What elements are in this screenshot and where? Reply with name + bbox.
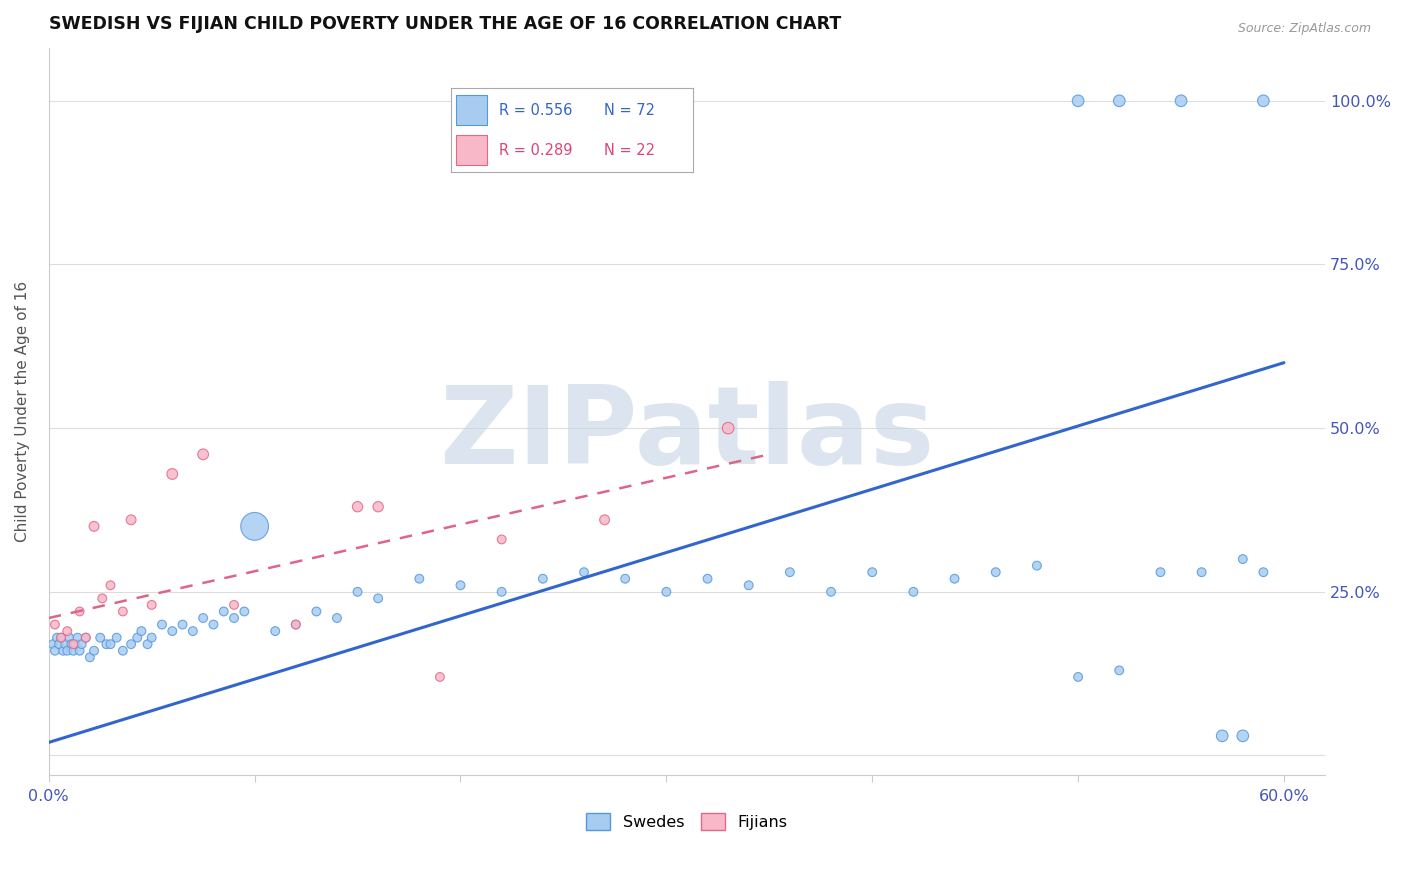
Point <box>105 631 128 645</box>
Point <box>111 644 134 658</box>
Point <box>1170 94 1192 108</box>
Point <box>79 650 101 665</box>
Point <box>136 637 159 651</box>
Legend: Swedes, Fijians: Swedes, Fijians <box>581 807 794 836</box>
Point <box>83 644 105 658</box>
Point <box>42 637 65 651</box>
Point <box>696 572 718 586</box>
Point <box>66 631 89 645</box>
Point <box>593 513 616 527</box>
Point <box>141 598 163 612</box>
Point <box>531 572 554 586</box>
Point <box>52 644 75 658</box>
Point <box>48 637 70 651</box>
Point <box>943 572 966 586</box>
Point <box>1253 565 1275 579</box>
Point <box>191 447 214 461</box>
Point <box>62 637 84 651</box>
Point <box>100 578 122 592</box>
Point <box>408 572 430 586</box>
Point <box>62 644 84 658</box>
Point <box>212 605 235 619</box>
Point <box>172 617 194 632</box>
Point <box>202 617 225 632</box>
Point <box>49 631 72 645</box>
Point <box>53 637 76 651</box>
Point <box>1025 558 1047 573</box>
Point <box>222 598 245 612</box>
Point <box>111 605 134 619</box>
Point <box>284 617 307 632</box>
Point <box>860 565 883 579</box>
Point <box>264 624 287 639</box>
Point <box>491 533 513 547</box>
Point <box>100 637 122 651</box>
Point <box>903 584 925 599</box>
Point <box>717 421 740 435</box>
Point <box>89 631 111 645</box>
Point <box>56 624 79 639</box>
Point <box>69 605 91 619</box>
Point <box>738 578 761 592</box>
Text: Source: ZipAtlas.com: Source: ZipAtlas.com <box>1237 22 1371 36</box>
Text: ZIPatlas: ZIPatlas <box>439 381 935 487</box>
Point <box>150 617 173 632</box>
Point <box>1253 94 1275 108</box>
Point <box>655 584 678 599</box>
Point <box>49 631 72 645</box>
Point <box>162 467 184 481</box>
Point <box>305 605 328 619</box>
Point <box>346 500 368 514</box>
Point <box>1191 565 1213 579</box>
Point <box>233 605 256 619</box>
Point <box>1108 664 1130 678</box>
Point <box>70 637 93 651</box>
Point <box>58 631 80 645</box>
Point <box>222 611 245 625</box>
Point <box>60 637 83 651</box>
Point <box>69 644 91 658</box>
Point <box>1211 729 1233 743</box>
Text: SWEDISH VS FIJIAN CHILD POVERTY UNDER THE AGE OF 16 CORRELATION CHART: SWEDISH VS FIJIAN CHILD POVERTY UNDER TH… <box>49 15 841 33</box>
Point <box>243 519 266 533</box>
Point <box>367 591 389 606</box>
Point <box>162 624 184 639</box>
Point <box>326 611 349 625</box>
Point <box>284 617 307 632</box>
Point <box>346 584 368 599</box>
Point <box>65 637 87 651</box>
Point <box>1108 94 1130 108</box>
Point <box>120 637 142 651</box>
Point <box>181 624 204 639</box>
Point <box>191 611 214 625</box>
Point <box>450 578 472 592</box>
Point <box>141 631 163 645</box>
Point <box>131 624 153 639</box>
Point <box>75 631 97 645</box>
Y-axis label: Child Poverty Under the Age of 16: Child Poverty Under the Age of 16 <box>15 281 30 542</box>
Point <box>56 644 79 658</box>
Point <box>127 631 149 645</box>
Point <box>984 565 1007 579</box>
Point <box>1149 565 1171 579</box>
Point <box>91 591 114 606</box>
Point <box>46 631 69 645</box>
Point <box>1067 670 1090 684</box>
Point <box>1232 729 1254 743</box>
Point <box>120 513 142 527</box>
Point <box>44 617 66 632</box>
Point <box>820 584 842 599</box>
Point <box>614 572 637 586</box>
Point <box>429 670 451 684</box>
Point <box>779 565 801 579</box>
Point <box>83 519 105 533</box>
Point <box>491 584 513 599</box>
Point <box>572 565 595 579</box>
Point <box>44 644 66 658</box>
Point <box>1232 552 1254 566</box>
Point <box>96 637 118 651</box>
Point <box>75 631 97 645</box>
Point <box>367 500 389 514</box>
Point <box>1067 94 1090 108</box>
